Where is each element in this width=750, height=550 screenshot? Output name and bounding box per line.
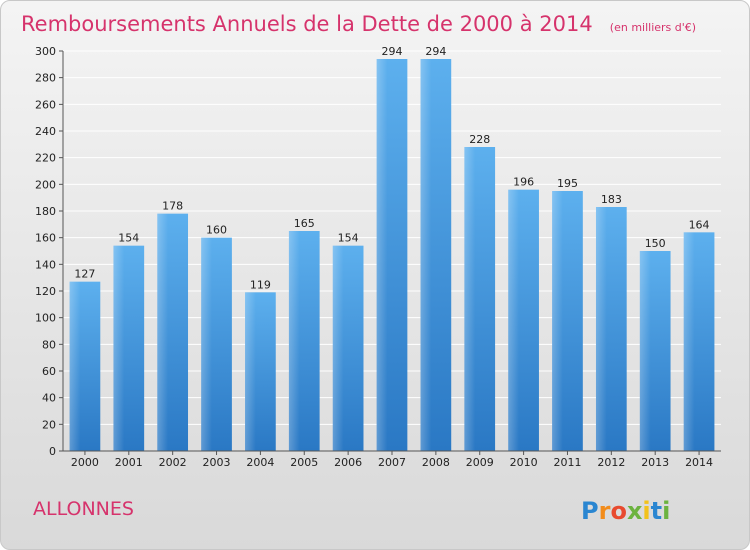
bar-highlight [376, 59, 388, 451]
x-tick-label-2008: 2008 [422, 456, 450, 469]
y-tick-label: 100 [35, 312, 56, 325]
x-tick-label-2002: 2002 [159, 456, 187, 469]
value-label-2001: 154 [118, 232, 139, 245]
commune-name: ALLONNES [33, 498, 134, 520]
y-tick-label: 60 [42, 365, 56, 378]
bar-highlight [595, 207, 607, 451]
value-label-2004: 119 [250, 278, 271, 291]
bar-highlight [245, 292, 256, 451]
value-label-2013: 150 [645, 237, 666, 250]
logo-letter: o [610, 497, 627, 525]
logo-letter: i [662, 497, 670, 525]
chart-unit-note: (en milliers d'€) [610, 21, 696, 34]
value-label-2011: 195 [557, 177, 578, 190]
bar-highlight [113, 245, 125, 451]
bar-highlight [288, 231, 300, 451]
value-label-2005: 165 [294, 217, 315, 230]
x-tick-label-2012: 2012 [597, 456, 625, 469]
x-tick-label-2013: 2013 [641, 456, 669, 469]
y-tick-label: 0 [49, 445, 56, 458]
x-tick-label-2014: 2014 [685, 456, 713, 469]
value-label-2009: 228 [469, 133, 490, 146]
value-label-2012: 183 [601, 193, 622, 206]
bar-highlight [639, 251, 651, 451]
y-tick-label: 260 [35, 98, 56, 111]
value-label-2003: 160 [206, 224, 227, 237]
bar-highlight [157, 213, 169, 451]
x-tick-label-2006: 2006 [334, 456, 362, 469]
x-tick-label-2009: 2009 [466, 456, 494, 469]
x-tick-label-2003: 2003 [203, 456, 231, 469]
bar-highlight [464, 147, 476, 451]
proxiti-logo: Proxiti [581, 497, 670, 525]
value-label-2002: 178 [162, 200, 183, 213]
y-tick-label: 300 [35, 45, 56, 58]
x-tick-label-2000: 2000 [71, 456, 99, 469]
bar-highlight [683, 232, 695, 451]
x-tick-label-2001: 2001 [115, 456, 143, 469]
x-axis: 2000 2001 2002 2003 2004 2005 2006 2007 2008 2009… [63, 450, 721, 469]
logo-letter: x [627, 497, 643, 525]
y-tick-label: 120 [35, 285, 56, 298]
bar-highlight [201, 237, 212, 451]
bar-highlight [332, 245, 344, 451]
bars: 127 154 178 160 119 165 154 294 294 228 196 195 183 1… [69, 45, 715, 451]
y-tick-label: 80 [42, 338, 56, 351]
value-label-2014: 164 [689, 218, 710, 231]
logo-text: Proxiti [581, 497, 670, 525]
bar-highlight [552, 191, 563, 451]
bar-highlight [69, 281, 81, 451]
x-tick-label-2004: 2004 [246, 456, 274, 469]
y-tick-label: 160 [35, 232, 56, 245]
value-label-2008: 294 [425, 45, 446, 58]
value-label-2010: 196 [513, 176, 534, 189]
logo-letter: P [581, 497, 599, 525]
chart-title: Remboursements Annuels de la Dette de 20… [21, 12, 696, 36]
y-tick-label: 240 [35, 125, 56, 138]
y-tick-label: 200 [35, 178, 56, 191]
x-tick-label-2005: 2005 [290, 456, 318, 469]
value-label-2007: 294 [382, 45, 403, 58]
x-tick-label-2011: 2011 [553, 456, 581, 469]
logo-letter: t [651, 497, 662, 525]
bar-highlight [420, 59, 432, 451]
chart-title-main: Remboursements Annuels de la Dette de 20… [21, 12, 593, 36]
y-tick-label: 40 [42, 392, 56, 405]
y-tick-label: 20 [42, 418, 56, 431]
logo-letter: r [599, 497, 611, 525]
x-tick-label-2010: 2010 [510, 456, 538, 469]
y-tick-label: 280 [35, 72, 56, 85]
value-label-2006: 154 [338, 232, 359, 245]
x-tick-label-2007: 2007 [378, 456, 406, 469]
y-tick-label: 180 [35, 205, 56, 218]
logo-letter: i [642, 497, 650, 525]
y-tick-label: 140 [35, 258, 56, 271]
bar-highlight [508, 189, 519, 451]
y-axis: 0 20 40 60 80 100 120 140 160 180 200 220 240 260 280 3… [35, 45, 64, 458]
value-label-2000: 127 [74, 268, 95, 281]
y-tick-label: 220 [35, 152, 56, 165]
